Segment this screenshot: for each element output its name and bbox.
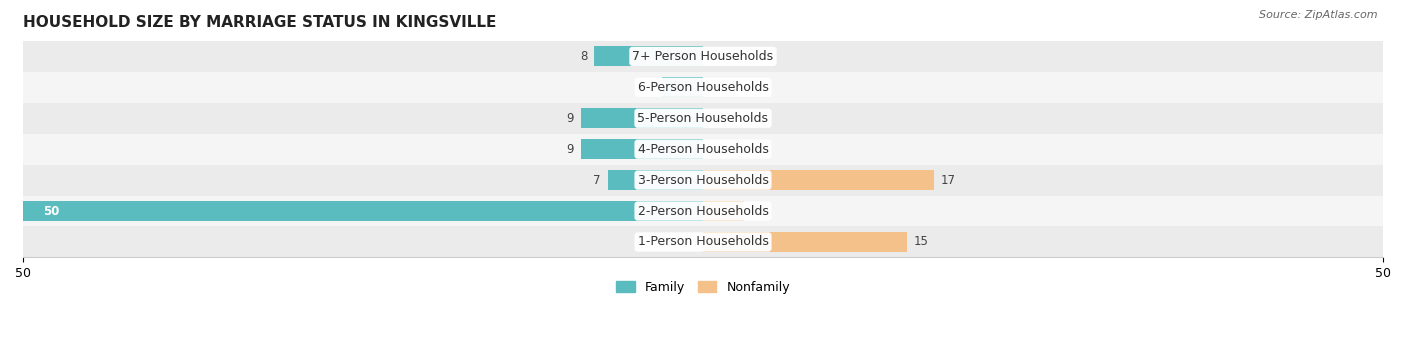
- Text: HOUSEHOLD SIZE BY MARRIAGE STATUS IN KINGSVILLE: HOUSEHOLD SIZE BY MARRIAGE STATUS IN KIN…: [22, 15, 496, 30]
- Text: 15: 15: [914, 236, 929, 249]
- Bar: [22, 134, 1384, 165]
- Bar: [595, 46, 703, 66]
- Text: 4-Person Households: 4-Person Households: [637, 143, 769, 155]
- Text: 0: 0: [717, 50, 724, 63]
- Text: 0: 0: [717, 81, 724, 94]
- Bar: [662, 77, 703, 97]
- Bar: [22, 226, 1384, 257]
- Text: 5-Person Households: 5-Person Households: [637, 112, 769, 125]
- Text: 3-Person Households: 3-Person Households: [637, 174, 769, 187]
- Bar: [22, 72, 1384, 103]
- Text: 3: 3: [751, 205, 758, 218]
- Bar: [22, 201, 703, 221]
- Text: 17: 17: [941, 174, 956, 187]
- Bar: [22, 41, 1384, 72]
- Text: 9: 9: [567, 112, 574, 125]
- Bar: [581, 139, 703, 159]
- Text: 3: 3: [648, 81, 655, 94]
- Bar: [703, 170, 934, 190]
- Text: 8: 8: [581, 50, 588, 63]
- Bar: [22, 103, 1384, 134]
- Text: 0: 0: [717, 143, 724, 155]
- Bar: [703, 232, 907, 252]
- Text: 2-Person Households: 2-Person Households: [637, 205, 769, 218]
- Bar: [607, 170, 703, 190]
- Bar: [22, 165, 1384, 196]
- Bar: [703, 201, 744, 221]
- Text: 50: 50: [44, 205, 60, 218]
- Text: 7: 7: [593, 174, 600, 187]
- Text: 1-Person Households: 1-Person Households: [637, 236, 769, 249]
- Legend: Family, Nonfamily: Family, Nonfamily: [612, 276, 794, 299]
- Text: Source: ZipAtlas.com: Source: ZipAtlas.com: [1260, 10, 1378, 20]
- Text: 0: 0: [717, 112, 724, 125]
- Bar: [581, 108, 703, 128]
- Text: 9: 9: [567, 143, 574, 155]
- Text: 6-Person Households: 6-Person Households: [637, 81, 769, 94]
- Bar: [22, 196, 1384, 226]
- Text: 7+ Person Households: 7+ Person Households: [633, 50, 773, 63]
